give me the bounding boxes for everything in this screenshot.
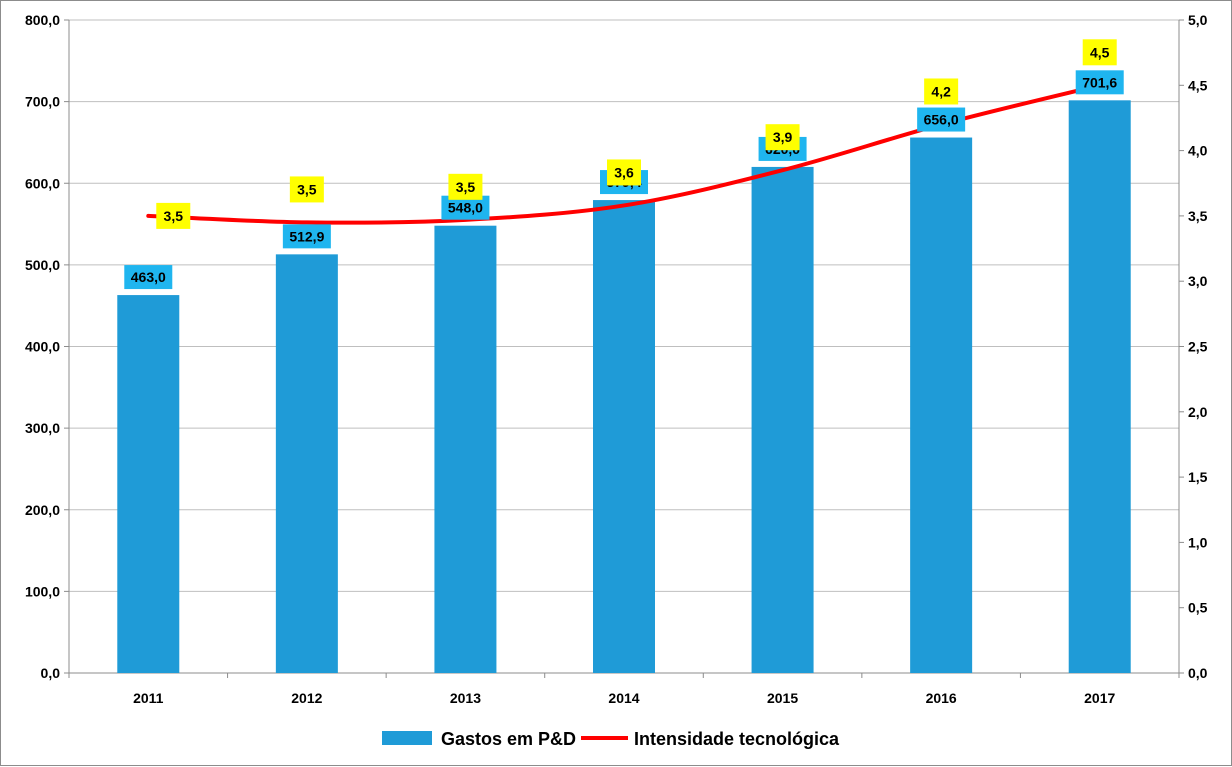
bar-data-label-box xyxy=(124,265,173,290)
y-right-tick-label: 3,0 xyxy=(1188,273,1208,289)
bar xyxy=(593,200,655,673)
bar-data-label: 656,0 xyxy=(924,112,959,128)
x-tick-label: 2017 xyxy=(1084,690,1115,706)
y-right-tick-label: 1,0 xyxy=(1188,534,1208,550)
bar-data-label: 548,0 xyxy=(448,200,483,216)
y-left-tick-label: 400,0 xyxy=(25,339,60,355)
line-data-label: 4,5 xyxy=(1090,44,1110,60)
y-left-tick-label: 700,0 xyxy=(25,94,60,110)
y-right-tick-label: 0,0 xyxy=(1188,665,1208,681)
y-right-tick-label: 0,5 xyxy=(1188,600,1208,616)
legend-bar-label: Gastos em P&D xyxy=(441,729,576,749)
y-left-tick-label: 500,0 xyxy=(25,257,60,273)
x-tick-label: 2011 xyxy=(133,690,164,706)
bar-data-label-box xyxy=(1075,70,1124,95)
y-right-tick-label: 1,5 xyxy=(1188,469,1208,485)
bar-data-label: 512,9 xyxy=(289,228,324,244)
y-right-tick-label: 2,0 xyxy=(1188,404,1208,420)
line-data-label-box xyxy=(289,176,324,203)
x-tick-label: 2016 xyxy=(926,690,957,706)
line-data-label: 4,2 xyxy=(931,83,951,99)
y-left-tick-label: 800,0 xyxy=(25,12,60,28)
x-tick-label: 2012 xyxy=(291,690,322,706)
line-data-label: 3,9 xyxy=(773,129,793,145)
line-data-label-box xyxy=(765,124,800,151)
line-data-label: 3,5 xyxy=(297,181,317,197)
x-tick-label: 2015 xyxy=(767,690,798,706)
line-data-label-box xyxy=(1082,39,1117,66)
line-data-label: 3,5 xyxy=(164,208,184,224)
y-right-tick-label: 4,0 xyxy=(1188,143,1208,159)
y-left-tick-label: 300,0 xyxy=(25,420,60,436)
bar xyxy=(910,137,973,674)
y-right-tick-label: 2,5 xyxy=(1188,339,1208,355)
x-tick-label: 2013 xyxy=(450,690,481,706)
bar-data-label-box xyxy=(282,224,331,249)
line-data-label: 3,5 xyxy=(456,179,476,195)
y-left-tick-label: 600,0 xyxy=(25,175,60,191)
bar xyxy=(275,254,338,673)
legend-bar-swatch xyxy=(382,731,432,745)
y-left-tick-label: 200,0 xyxy=(25,502,60,518)
y-left-tick-label: 0,0 xyxy=(41,665,61,681)
line-data-label-box xyxy=(924,78,959,105)
bar-data-label: 463,0 xyxy=(131,269,166,285)
y-right-tick-label: 3,5 xyxy=(1188,208,1208,224)
x-tick-label: 2014 xyxy=(608,690,639,706)
bar xyxy=(434,225,497,673)
bar-data-label: 701,6 xyxy=(1082,74,1117,90)
y-right-tick-label: 4,5 xyxy=(1188,77,1208,93)
bar xyxy=(117,295,180,673)
line-data-label-box xyxy=(607,159,641,186)
line-data-label-box xyxy=(156,202,191,229)
line-data-label: 3,6 xyxy=(614,164,634,180)
bar xyxy=(751,166,814,674)
y-right-tick-label: 5,0 xyxy=(1188,12,1208,28)
line-data-label-box xyxy=(448,173,483,200)
y-left-tick-label: 100,0 xyxy=(25,583,60,599)
legend-line-label: Intensidade tecnológica xyxy=(634,729,840,749)
bar-data-label-box xyxy=(917,107,966,132)
bar xyxy=(1068,100,1131,674)
